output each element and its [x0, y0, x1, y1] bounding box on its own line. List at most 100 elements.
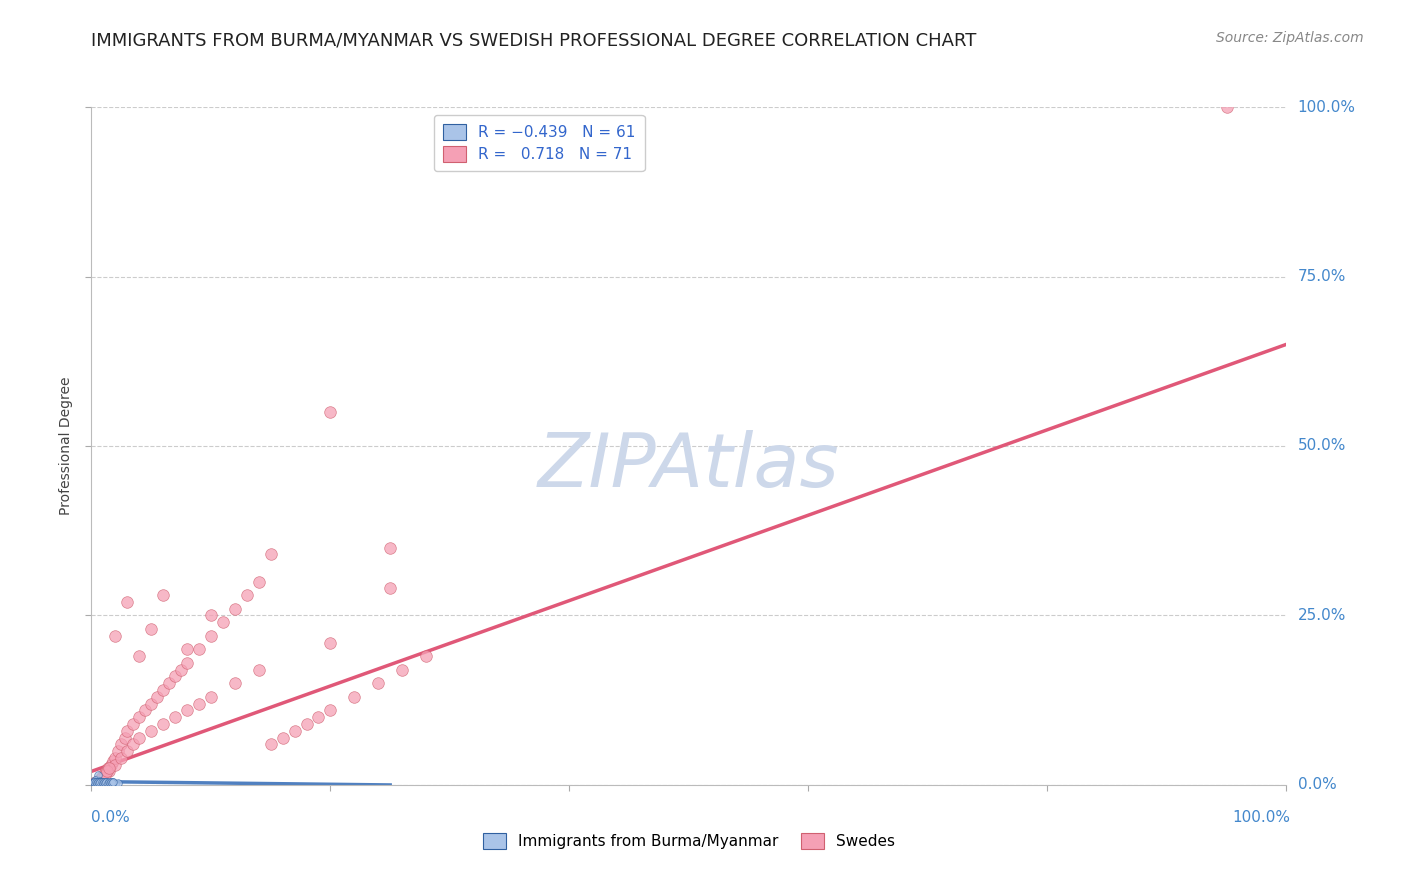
- Point: [86, 776, 108, 790]
- Point: [90, 775, 112, 789]
- Point: [84, 773, 107, 788]
- Point: [93, 774, 114, 789]
- Point: [82, 776, 104, 790]
- Point: [93, 768, 114, 782]
- Point: [122, 717, 145, 731]
- Point: [391, 663, 413, 677]
- Text: 0.0%: 0.0%: [1298, 778, 1337, 792]
- Point: [96, 774, 118, 789]
- Point: [87, 772, 110, 787]
- Point: [97, 775, 120, 789]
- Point: [97, 761, 120, 775]
- Y-axis label: Professional Degree: Professional Degree: [59, 376, 73, 516]
- Text: 100.0%: 100.0%: [1233, 810, 1291, 825]
- Point: [146, 690, 169, 704]
- Point: [224, 676, 246, 690]
- Point: [91, 776, 114, 790]
- Point: [86, 774, 108, 789]
- Point: [152, 717, 174, 731]
- Point: [187, 642, 211, 657]
- Text: IMMIGRANTS FROM BURMA/MYANMAR VS SWEDISH PROFESSIONAL DEGREE CORRELATION CHART: IMMIGRANTS FROM BURMA/MYANMAR VS SWEDISH…: [91, 31, 977, 49]
- Point: [176, 703, 198, 717]
- Point: [343, 690, 366, 704]
- Point: [224, 601, 246, 615]
- Point: [87, 775, 110, 789]
- Point: [247, 663, 270, 677]
- Point: [187, 697, 211, 711]
- Point: [83, 776, 105, 790]
- Point: [96, 776, 118, 790]
- Point: [87, 768, 110, 782]
- Point: [84, 774, 107, 789]
- Point: [110, 737, 132, 751]
- Point: [83, 775, 105, 789]
- Point: [319, 635, 342, 649]
- Point: [94, 775, 117, 789]
- Point: [152, 588, 174, 602]
- Point: [307, 710, 329, 724]
- Point: [104, 757, 127, 772]
- Point: [152, 683, 174, 698]
- Text: 75.0%: 75.0%: [1298, 269, 1346, 284]
- Point: [259, 548, 281, 562]
- Text: 100.0%: 100.0%: [1298, 100, 1355, 114]
- Point: [319, 405, 342, 419]
- Point: [101, 775, 124, 789]
- Point: [128, 731, 150, 745]
- Point: [283, 723, 307, 738]
- Point: [319, 703, 342, 717]
- Point: [378, 582, 402, 596]
- Text: ZIPAtlas: ZIPAtlas: [538, 430, 839, 502]
- Point: [176, 656, 198, 670]
- Point: [91, 775, 114, 789]
- Point: [141, 622, 162, 636]
- Point: [93, 776, 114, 790]
- Point: [98, 776, 121, 790]
- Point: [93, 775, 115, 789]
- Point: [91, 771, 114, 785]
- Point: [84, 774, 107, 789]
- Point: [91, 774, 114, 789]
- Point: [100, 775, 122, 789]
- Point: [87, 775, 110, 789]
- Point: [89, 776, 111, 790]
- Point: [93, 775, 115, 789]
- Point: [101, 754, 124, 768]
- Point: [107, 776, 129, 790]
- Point: [163, 710, 186, 724]
- Point: [295, 717, 318, 731]
- Text: Source: ZipAtlas.com: Source: ZipAtlas.com: [1216, 31, 1364, 45]
- Point: [83, 776, 105, 790]
- Point: [89, 776, 111, 790]
- Point: [90, 775, 112, 789]
- Text: 50.0%: 50.0%: [1298, 439, 1346, 453]
- Legend: Immigrants from Burma/Myanmar, Swedes: Immigrants from Burma/Myanmar, Swedes: [477, 827, 901, 855]
- Point: [1215, 100, 1237, 114]
- Point: [170, 663, 193, 677]
- Point: [87, 774, 110, 789]
- Point: [93, 768, 115, 782]
- Point: [103, 775, 125, 789]
- Point: [98, 761, 121, 775]
- Point: [83, 775, 105, 789]
- Point: [94, 776, 117, 790]
- Point: [104, 629, 127, 643]
- Point: [82, 774, 104, 789]
- Point: [271, 731, 294, 745]
- Point: [163, 669, 186, 683]
- Point: [97, 776, 120, 790]
- Point: [157, 676, 180, 690]
- Text: 0.0%: 0.0%: [91, 810, 131, 825]
- Point: [96, 764, 118, 779]
- Point: [200, 690, 222, 704]
- Point: [115, 723, 138, 738]
- Point: [94, 764, 117, 779]
- Point: [91, 776, 114, 790]
- Point: [89, 776, 111, 790]
- Point: [200, 629, 222, 643]
- Point: [367, 676, 389, 690]
- Point: [141, 697, 162, 711]
- Point: [128, 710, 150, 724]
- Point: [141, 723, 162, 738]
- Point: [235, 588, 259, 602]
